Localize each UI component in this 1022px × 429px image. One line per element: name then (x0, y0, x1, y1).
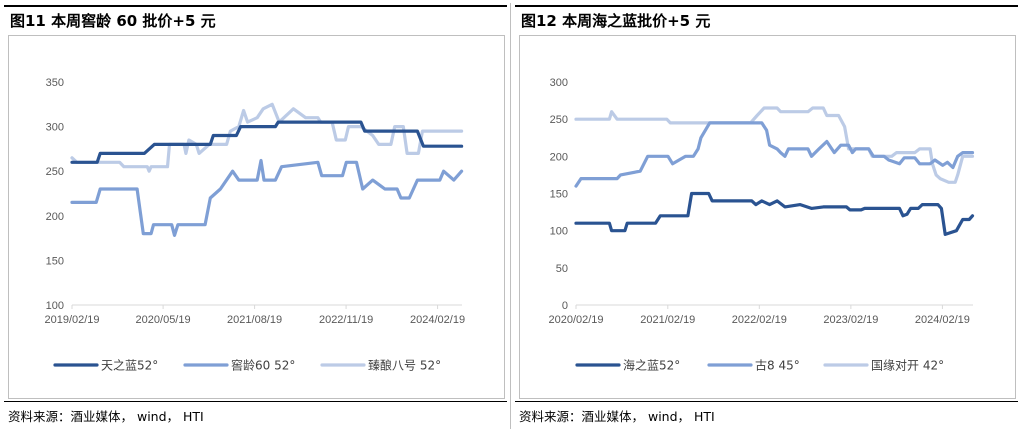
y-tick-label: 100 (46, 300, 64, 312)
series-line (574, 121, 975, 188)
y-tick-label: 200 (46, 211, 64, 223)
y-tick-label: 300 (550, 77, 568, 89)
line-chart: 0 50 100 150 200 250 300 2020/02/19 2021/02/19 20… (548, 77, 975, 373)
x-tick-label: 2024/02/19 (915, 314, 970, 326)
chart-title: 图12 本周海之蓝批价+5 元 (521, 12, 711, 30)
legend-label: 海之蓝52° (623, 358, 680, 373)
source-note: 资料来源：酒业媒体， wind， HTI (8, 409, 204, 424)
y-tick-label: 350 (46, 77, 64, 89)
y-tick-label: 250 (46, 166, 64, 178)
y-tick-label: 300 (46, 122, 64, 134)
legend-label: 天之蓝52° (101, 359, 158, 373)
line-chart: 100 150 200 250 300 350 2019/02/19 2020/05/19 20… (44, 77, 465, 373)
y-tick-label: 250 (550, 114, 568, 126)
series-line (70, 102, 464, 173)
y-tick-label: 50 (556, 263, 568, 275)
x-tick-label: 2022/11/19 (319, 314, 373, 326)
legend-label: 国缘对开 42° (871, 359, 944, 373)
series-line (574, 191, 975, 236)
x-tick-label: 2023/02/19 (823, 314, 878, 326)
series-line (574, 106, 975, 184)
series-line (70, 158, 464, 237)
x-tick-label: 2022/02/19 (732, 314, 787, 326)
legend-label: 古8 45° (755, 358, 800, 373)
chart-title: 图11 本周窖龄 60 批价+5 元 (10, 12, 216, 30)
top-rule (515, 5, 1018, 7)
x-tick-label: 2020/05/19 (136, 314, 191, 326)
top-rule (4, 5, 507, 7)
x-tick-label: 2019/02/19 (44, 314, 99, 326)
y-tick-label: 200 (550, 151, 568, 163)
series-line (70, 120, 464, 164)
y-tick-label: 0 (562, 300, 568, 312)
x-tick-label: 2021/08/19 (227, 314, 282, 326)
source-note: 资料来源：酒业媒体， wind， HTI (519, 409, 715, 424)
bottom-rule (4, 401, 507, 402)
legend-label: 窖龄60 52° (231, 358, 295, 373)
chart-panel-left: 图11 本周窖龄 60 批价+5 元 100 150 200 250 300 350 201… (4, 5, 507, 424)
x-tick-label: 2020/02/19 (548, 314, 603, 326)
chart-frame (519, 35, 1016, 399)
x-tick-label: 2021/02/19 (640, 314, 695, 326)
chart-panel-right: 图12 本周海之蓝批价+5 元 0 50 100 150 200 250 300 2020/0… (511, 0, 1022, 429)
bottom-rule (515, 401, 1018, 402)
y-tick-label: 150 (550, 189, 568, 201)
chart-frame (8, 35, 505, 399)
y-tick-label: 100 (550, 226, 568, 238)
legend-label: 臻酿八号 52° (368, 358, 441, 373)
x-tick-label: 2024/02/19 (410, 314, 465, 326)
y-tick-label: 150 (46, 255, 64, 267)
panel-divider (510, 3, 511, 429)
